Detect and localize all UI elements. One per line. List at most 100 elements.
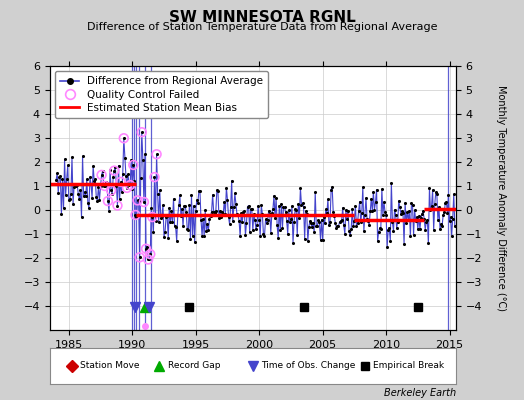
Point: [110, 168, 118, 174]
Point: [358, 184, 367, 190]
Point: [392, 224, 401, 231]
Point: [395, 198, 403, 204]
Point: [430, 227, 438, 233]
Point: [220, 198, 228, 205]
Point: [440, 209, 449, 216]
Point: [450, 191, 458, 197]
Point: [72, 183, 80, 189]
Point: [154, 191, 162, 198]
Point: [256, 232, 265, 239]
Point: [364, 218, 372, 224]
Point: [105, 207, 113, 214]
Point: [156, 187, 164, 194]
Point: [294, 200, 302, 207]
Point: [101, 183, 109, 189]
Point: [162, 214, 170, 220]
Point: [315, 219, 324, 226]
Point: [152, 151, 161, 158]
Point: [385, 225, 394, 231]
Point: [96, 183, 105, 190]
Point: [269, 206, 277, 212]
Point: [239, 208, 247, 215]
Point: [268, 210, 276, 216]
Point: [273, 222, 281, 228]
Point: [107, 187, 115, 194]
Point: [431, 201, 439, 208]
Text: Empirical Break: Empirical Break: [373, 362, 444, 370]
Point: [221, 210, 230, 217]
Point: [444, 192, 453, 198]
Point: [54, 190, 62, 196]
Point: [356, 219, 365, 225]
Point: [388, 219, 397, 225]
Point: [167, 208, 176, 215]
Point: [366, 208, 375, 214]
Point: [335, 219, 344, 225]
Point: [336, 218, 345, 224]
Point: [174, 202, 183, 208]
Point: [286, 219, 294, 225]
Point: [113, 202, 122, 209]
Point: [250, 211, 258, 218]
Point: [181, 203, 189, 209]
Point: [277, 201, 286, 207]
Point: [159, 202, 167, 208]
Point: [74, 191, 82, 198]
Point: [214, 188, 222, 194]
Point: [125, 182, 133, 188]
Point: [241, 232, 249, 238]
Point: [224, 214, 233, 220]
Point: [86, 174, 94, 180]
Point: [363, 216, 371, 222]
Point: [140, 199, 148, 205]
Point: [304, 223, 313, 230]
Point: [260, 233, 269, 240]
Point: [279, 204, 288, 211]
Point: [330, 213, 339, 219]
Point: [138, 129, 146, 136]
Point: [216, 208, 224, 214]
Text: Station Move: Station Move: [80, 362, 140, 370]
Point: [367, 195, 376, 202]
Point: [245, 229, 254, 236]
Point: [223, 196, 232, 203]
Point: [451, 223, 459, 230]
Point: [231, 190, 239, 196]
Point: [115, 196, 124, 202]
Point: [350, 217, 358, 224]
Point: [396, 204, 404, 211]
Point: [270, 192, 278, 199]
Point: [246, 206, 255, 212]
Point: [324, 196, 332, 202]
Point: [82, 193, 90, 199]
Point: [217, 214, 225, 220]
Point: [423, 216, 432, 223]
Point: [311, 189, 320, 196]
Point: [57, 211, 66, 218]
Point: [380, 198, 388, 205]
Point: [334, 223, 343, 229]
Point: [67, 190, 75, 197]
Point: [211, 210, 219, 216]
Point: [351, 203, 359, 209]
Point: [151, 218, 160, 224]
Point: [389, 228, 398, 234]
Point: [100, 182, 108, 189]
Point: [150, 174, 159, 180]
Point: [436, 226, 444, 232]
Point: [219, 210, 227, 217]
Point: [198, 232, 206, 239]
Point: [422, 219, 430, 225]
Point: [97, 172, 106, 178]
Point: [136, 254, 144, 260]
Point: [215, 215, 223, 221]
Point: [280, 204, 289, 210]
Point: [176, 192, 184, 198]
Point: [84, 200, 92, 206]
Point: [186, 236, 194, 242]
Point: [372, 199, 380, 206]
Point: [173, 212, 182, 219]
Point: [441, 200, 450, 206]
Point: [428, 203, 436, 209]
Point: [321, 220, 329, 227]
